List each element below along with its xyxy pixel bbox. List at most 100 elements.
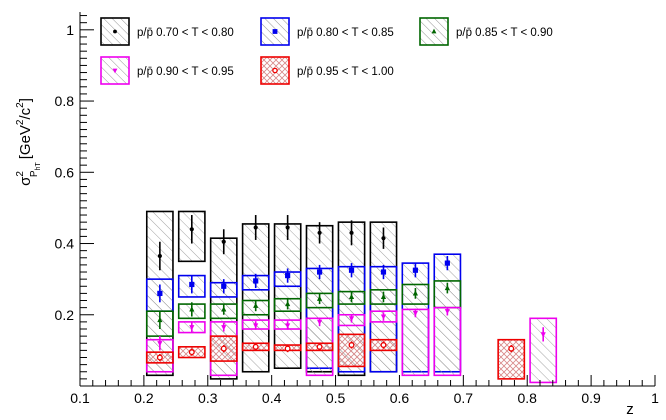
legend-item: p/p̄ 0.90 < T < 0.95 [100, 56, 234, 85]
data-point-marker [221, 306, 227, 312]
data-point-marker [221, 325, 227, 331]
data-point-marker [221, 283, 227, 289]
data-point-marker [157, 253, 162, 259]
x-tick-label: 0.3 [198, 390, 218, 406]
y-axis-title: σ2 PhT[GeV2/c2] [15, 98, 42, 186]
legend: p/p̄ 0.70 < T < 0.80 p/p̄ 0.80 < T < 0.85… [100, 17, 553, 85]
data-point-marker [253, 323, 259, 329]
legend-item: p/p̄ 0.85 < T < 0.90 [419, 17, 553, 46]
x-axis-title: z [626, 401, 634, 418]
data-point-marker [157, 290, 163, 296]
data-point-marker [348, 267, 355, 273]
data-point-marker [157, 341, 163, 347]
y-axis-title-subsub: hT [35, 162, 42, 171]
x-tick-label: 0.7 [454, 390, 474, 406]
x-tick-label: 0.4 [262, 390, 282, 406]
y-axis-title-units-sup1: 2 [15, 119, 26, 125]
y-tick-label: 0.6 [55, 164, 75, 180]
data-point-marker [284, 345, 291, 352]
systematic-box [209, 335, 238, 362]
data-point-marker [285, 225, 290, 230]
y-tick-label: 1 [66, 22, 74, 38]
y-axis-title-units-end: ] [17, 98, 34, 102]
legend-label: p/p̄ 0.95 < T < 1.00 [297, 66, 394, 78]
data-point-marker [112, 68, 118, 74]
legend-label: p/p̄ 0.85 < T < 0.90 [456, 27, 553, 39]
data-point-marker [285, 272, 291, 279]
data-point-marker [189, 325, 195, 331]
data-point-marker [380, 314, 387, 320]
data-point-marker [444, 309, 450, 315]
data-point-marker [157, 317, 163, 323]
legend-item: p/p̄ 0.95 < T < 1.00 [260, 56, 394, 85]
x-tick-label: 0.9 [581, 390, 601, 406]
data-point-marker [253, 278, 259, 284]
x-tick-label: 1 [651, 390, 659, 406]
y-axis-title-sup: 2 [15, 171, 26, 177]
x-tick-label: 0.5 [326, 390, 346, 406]
y-tick-label: 0.2 [55, 307, 75, 323]
data-point-marker [380, 293, 387, 300]
y-axis-title-units: [GeV [17, 125, 34, 159]
legend-item: p/p̄ 0.70 < T < 0.80 [100, 17, 234, 46]
legend-label: p/p̄ 0.90 < T < 0.95 [137, 66, 234, 78]
data-point-marker [348, 293, 355, 300]
data-point-marker [381, 236, 386, 241]
data-point-marker [444, 284, 450, 291]
data-point-marker [444, 260, 450, 266]
data-point-marker [348, 342, 355, 349]
y-axis-title-sub: P [29, 170, 40, 177]
x-axis-tick-labels: 0.1 0.2 0.3 0.4 0.5 0.6 0.7 0.8 0.9 1 [70, 390, 659, 406]
data-point-marker [156, 354, 163, 361]
y-axis-title-units-mid: /c [17, 107, 34, 119]
systematic-box [401, 308, 430, 377]
data-point-marker [189, 306, 195, 312]
systematic-box [433, 306, 462, 377]
data-point-marker [252, 343, 259, 350]
y-axis-ticks [80, 15, 94, 380]
data-point-marker [412, 290, 419, 296]
data-point-marker [188, 349, 195, 356]
data-point-marker [189, 227, 194, 232]
legend-label: p/p̄ 0.70 < T < 0.80 [137, 27, 234, 39]
x-tick-label: 0.2 [134, 390, 154, 406]
data-point-marker [221, 239, 226, 244]
data-point-marker [285, 323, 291, 329]
data-point-marker [272, 29, 278, 34]
data-point-marker [316, 295, 323, 301]
x-tick-label: 0.8 [517, 390, 537, 406]
data-point-marker [285, 300, 291, 307]
legend-label: p/p̄ 0.80 < T < 0.85 [297, 27, 394, 39]
legend-swatch [100, 56, 130, 85]
data-point-marker [316, 343, 323, 350]
data-point-marker [316, 269, 323, 275]
data-point-marker [412, 267, 419, 273]
data-point-marker [348, 316, 355, 322]
x-tick-label: 0.6 [390, 390, 410, 406]
data-point-marker [317, 230, 322, 235]
data-point-marker [189, 281, 195, 288]
data-point-marker [272, 67, 278, 74]
data-point-marker [113, 29, 117, 34]
data-point-marker [380, 269, 387, 275]
legend-swatch [260, 56, 290, 85]
data-point-marker [508, 345, 515, 352]
data-point-marker [253, 225, 258, 230]
axes-frame [79, 12, 655, 387]
data-point-marker [380, 342, 387, 349]
x-axis-ticks [79, 375, 656, 386]
legend-swatch [260, 17, 290, 46]
y-tick-label: 0.4 [55, 236, 75, 252]
data-point-marker [431, 28, 437, 34]
data-point-marker [253, 302, 259, 308]
data-point-marker [412, 310, 419, 317]
legend-item: p/p̄ 0.80 < T < 0.85 [260, 17, 394, 46]
data-point-marker [349, 230, 354, 235]
data-point-marker [220, 345, 227, 352]
y-tick-label: 0.8 [55, 93, 75, 109]
x-tick-label: 0.1 [70, 390, 90, 406]
y-axis-title-units-sup2: 2 [15, 102, 26, 108]
y-axis-tick-labels: 0.2 0.4 0.6 0.8 1 [55, 22, 75, 323]
data-point-marker [316, 319, 323, 325]
